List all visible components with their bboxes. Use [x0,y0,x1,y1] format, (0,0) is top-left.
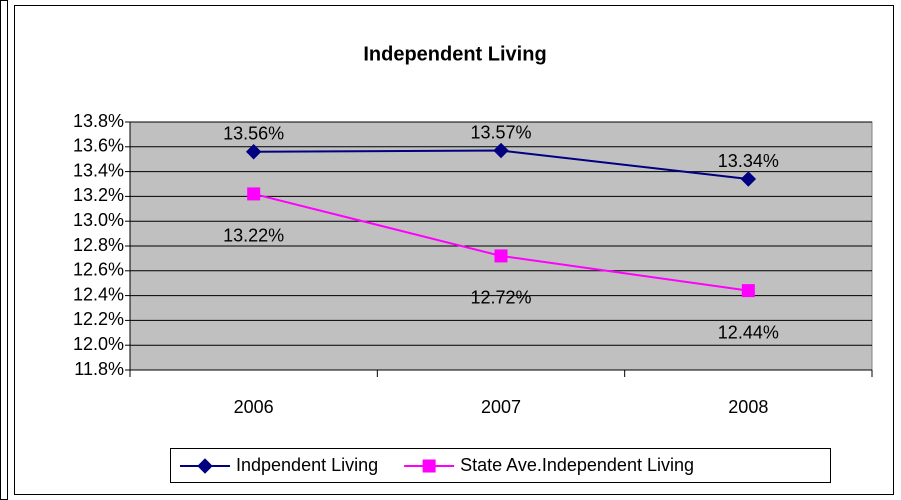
point [741,284,755,298]
y-tick-label: 12.4% [73,284,124,304]
x-tick-label: 2006 [234,397,274,417]
data-label: 13.56% [223,124,284,144]
y-tick-label: 13.0% [73,210,124,230]
chart-title: Independent Living [363,43,546,65]
data-label: 13.57% [470,122,531,142]
point [245,144,262,160]
data-label: 12.44% [718,322,779,342]
x-tick-label: 2008 [728,397,768,417]
y-tick-label: 13.6% [73,136,124,156]
y-tick-label: 13.4% [73,160,124,180]
y-tick-label: 12.8% [73,235,124,255]
legend-box [170,448,831,483]
legend-label: Indpendent Living [236,455,378,475]
y-tick-label: 12.6% [73,260,124,280]
point [247,187,261,201]
y-tick-label: 12.0% [73,334,124,354]
point [422,459,436,473]
data-label: 13.34% [718,151,779,171]
y-tick-label: 13.2% [73,185,124,205]
data-label: 12.72% [470,288,531,308]
data-label: 13.22% [223,226,284,246]
point [740,171,757,187]
point [493,142,509,159]
y-tick-label: 11.8% [74,359,124,379]
point [197,458,213,474]
legend-label: State Ave.Independent Living [460,455,694,475]
side-frame [0,0,8,500]
x-tick-label: 2007 [481,397,521,417]
legend: Indpendent Living State Ave.Independent L… [170,448,831,483]
y-tick-label: 12.2% [73,309,124,329]
point [494,249,508,263]
y-tick-label: 13.8% [73,111,124,131]
